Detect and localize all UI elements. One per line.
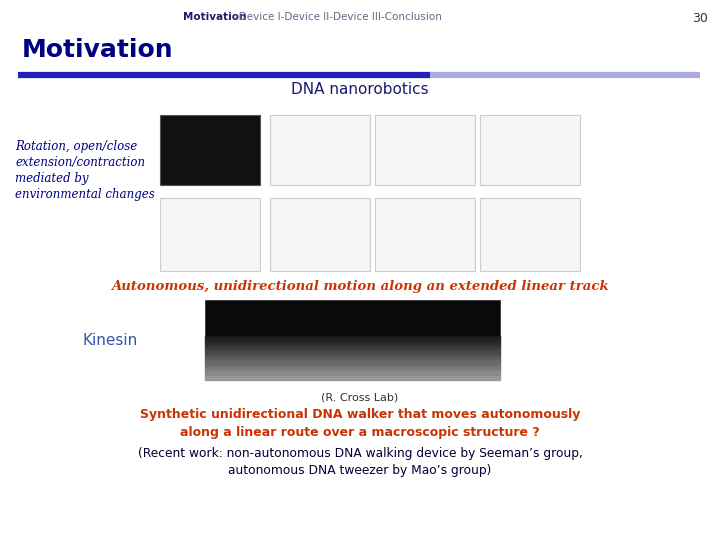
Text: environmental changes: environmental changes	[15, 188, 155, 201]
Text: Kinesin: Kinesin	[82, 333, 138, 348]
Text: (R. Cross Lab): (R. Cross Lab)	[321, 392, 399, 402]
Bar	[270, 198, 370, 271]
Text: Autonomous, unidirectional motion along an extended linear track: Autonomous, unidirectional motion along …	[111, 280, 609, 293]
Text: extension/contraction: extension/contraction	[15, 156, 145, 169]
Text: 30: 30	[692, 12, 708, 25]
Bar	[375, 198, 475, 271]
Text: Rotation, open/close: Rotation, open/close	[15, 140, 138, 153]
Text: (Recent work: non-autonomous DNA walking device by Seeman’s group,: (Recent work: non-autonomous DNA walking…	[138, 447, 582, 460]
Bar	[480, 198, 580, 271]
Text: -Device I-Device II-Device III-Conclusion: -Device I-Device II-Device III-Conclusio…	[235, 12, 442, 22]
Bar	[375, 115, 475, 185]
Bar	[480, 115, 580, 185]
Bar	[160, 198, 260, 271]
Text: along a linear route over a macroscopic structure ?: along a linear route over a macroscopic …	[180, 426, 540, 439]
Text: DNA nanorobotics: DNA nanorobotics	[291, 82, 429, 97]
Text: Synthetic unidirectional DNA walker that moves autonomously: Synthetic unidirectional DNA walker that…	[140, 408, 580, 421]
Text: mediated by: mediated by	[15, 172, 89, 185]
Text: Motivation: Motivation	[22, 38, 174, 62]
Bar	[205, 300, 500, 380]
Text: autonomous DNA tweezer by Mao’s group): autonomous DNA tweezer by Mao’s group)	[228, 464, 492, 477]
Bar	[160, 115, 260, 185]
Text: Motivation: Motivation	[183, 12, 246, 22]
Bar	[270, 115, 370, 185]
